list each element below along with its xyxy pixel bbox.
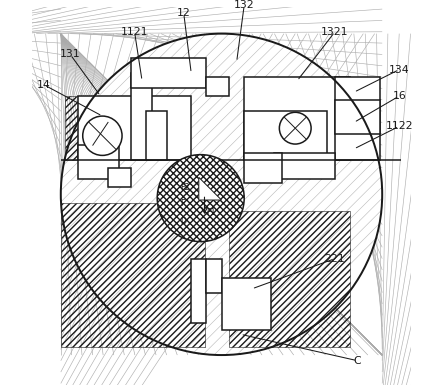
Circle shape <box>83 116 122 156</box>
Bar <box>191 259 206 323</box>
Text: 131: 131 <box>60 49 81 59</box>
Text: 132: 132 <box>234 0 254 10</box>
Bar <box>78 145 120 179</box>
Text: 14: 14 <box>37 80 51 90</box>
Bar <box>131 58 206 88</box>
Bar <box>206 259 222 293</box>
Bar <box>274 153 335 179</box>
Bar <box>131 73 152 160</box>
Bar <box>206 77 229 96</box>
Circle shape <box>280 112 311 144</box>
Circle shape <box>61 34 382 355</box>
Text: 1121: 1121 <box>121 27 148 37</box>
Bar <box>65 96 102 160</box>
Bar <box>335 100 380 134</box>
Bar <box>146 111 167 160</box>
Circle shape <box>157 155 244 242</box>
Bar <box>244 111 327 160</box>
Text: 134: 134 <box>389 64 409 74</box>
Text: F2: F2 <box>180 183 190 192</box>
Text: D: D <box>180 217 186 226</box>
Bar <box>108 168 131 187</box>
Bar <box>229 211 350 347</box>
Text: F: F <box>180 199 184 208</box>
Text: 221: 221 <box>325 254 345 264</box>
Circle shape <box>61 34 382 355</box>
Polygon shape <box>199 177 222 200</box>
Text: 12: 12 <box>177 8 190 18</box>
Text: 1321: 1321 <box>321 27 349 37</box>
Text: 16: 16 <box>392 91 406 101</box>
Bar <box>335 77 380 160</box>
Bar <box>244 77 350 160</box>
Text: F1: F1 <box>206 208 216 217</box>
Text: C: C <box>354 356 361 366</box>
Text: 1122: 1122 <box>385 121 413 131</box>
Bar <box>78 96 191 160</box>
Bar <box>244 153 282 183</box>
Bar <box>61 203 206 347</box>
Bar <box>222 278 271 330</box>
